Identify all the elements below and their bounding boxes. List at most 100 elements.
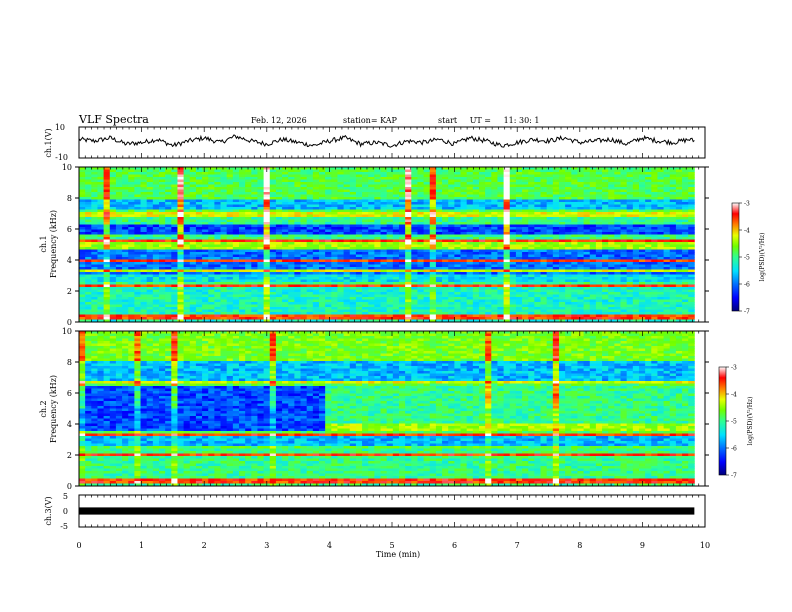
spectrogram-cell [140,282,148,285]
spectrogram-cell [423,172,431,175]
spectrogram-cell [595,189,603,193]
spectrogram-cell [515,222,523,225]
spectrogram-cell [558,239,566,243]
spectrogram-cell [331,209,338,213]
spectrogram-cell [423,259,431,263]
spectrogram-cell [251,194,258,198]
spectrogram-cell [454,202,461,205]
spectrogram-cell [189,204,197,208]
spectrogram-cell [251,272,258,275]
spectrogram-cell [325,227,332,230]
spectrogram-cell [103,224,111,228]
spectrogram-cell [257,202,264,205]
spectrogram-cell [688,269,695,273]
spectrogram-cell [294,189,301,193]
spectrogram-cell [509,252,517,255]
spectrogram-cell [448,194,455,198]
spectrogram-cell [103,209,111,213]
spectrogram-cell [491,252,498,255]
spectrogram-cell [552,239,560,243]
spectrogram-cell [405,244,412,248]
spectrogram-cell [128,169,135,173]
spectrogram-cell [337,224,344,228]
spectrogram-cell [288,282,295,285]
spectrogram-cell [522,277,529,280]
spectrogram-cell [97,229,105,233]
spectrogram-cell [122,167,129,170]
spectrogram-cell [509,184,517,188]
spectrogram-cell [638,222,646,225]
spectrogram-cell [275,224,283,228]
spectrogram-cell [355,259,363,263]
spectrogram-cell [497,204,504,208]
spectrogram-cell [79,264,86,268]
spectrogram-cell [522,247,529,250]
spectrogram-cell [165,274,172,278]
spectrogram-cell [165,209,172,213]
spectrogram-cell [134,269,141,273]
spectrogram-cell [294,194,301,198]
spectrogram-cell [534,167,541,170]
spectrogram-cell [232,207,240,210]
spectrogram-cell [565,264,572,268]
spectrogram-cell [645,207,652,210]
spectrogram-cell [343,267,351,270]
spectrogram-cell [503,227,511,230]
spectrogram-cell [669,217,677,220]
spectrogram-cell [232,169,240,173]
spectrogram-cell [423,279,431,283]
spectrogram-cell [159,182,166,185]
spectrogram-cell [269,257,277,260]
spectrogram-cell [337,274,344,278]
spectrogram-cell [226,227,234,230]
spectrogram-cell [337,254,344,258]
spectrogram-cell [183,252,191,255]
spectrogram-cell [595,277,603,280]
spectrogram-cell [663,217,671,220]
spectrogram-cell [288,212,295,215]
spectrogram-cell [79,254,86,258]
spectrogram-cell [546,284,554,288]
spectrogram-cell [177,202,185,205]
spectrogram-cell [202,192,209,195]
spectrogram-cell [620,247,628,250]
spectrogram-cell [571,252,578,255]
spectrogram-cell [122,172,129,175]
spectrogram-cell [79,232,86,235]
spectrogram-cell [534,257,541,260]
spectrogram-cell [91,289,98,293]
spectrogram-cell [429,274,437,278]
spectrogram-cell [146,272,154,275]
spectrogram-cell [368,247,375,250]
spectrogram-cell [472,182,480,185]
spectrogram-cell [540,247,548,250]
spectrogram-cell [263,229,271,233]
spectrogram-cell [232,259,240,263]
spectrogram-cell [257,199,264,203]
spectrogram-cell [288,264,295,268]
spectrogram-cell [411,244,418,248]
spectrogram-cell [503,284,511,288]
spectrogram-cell [343,199,351,203]
spectrogram-cell [657,262,664,265]
spectrogram-cell [448,197,455,200]
spectrogram-cell [632,172,640,175]
spectrogram-cell [122,279,129,283]
spectrogram-cell [263,184,271,188]
spectrogram-cell [632,212,640,215]
spectrogram-cell [331,282,338,285]
spectrogram-cell [122,182,129,185]
spectrogram-cell [288,237,295,240]
spectrogram-cell [380,249,388,253]
spectrogram-cell [405,187,412,190]
spectrogram-cell [380,259,388,263]
spectrogram-cell [546,189,554,193]
spectrogram-cell [602,169,609,173]
spectrogram-cell [558,172,566,175]
spectrogram-cell [159,282,166,285]
spectrogram-cell [245,224,252,228]
spectrogram-cell [288,279,295,283]
spectrogram-cell [675,234,683,238]
spectrogram-cell [497,222,504,225]
spectrogram-cell [638,254,646,258]
